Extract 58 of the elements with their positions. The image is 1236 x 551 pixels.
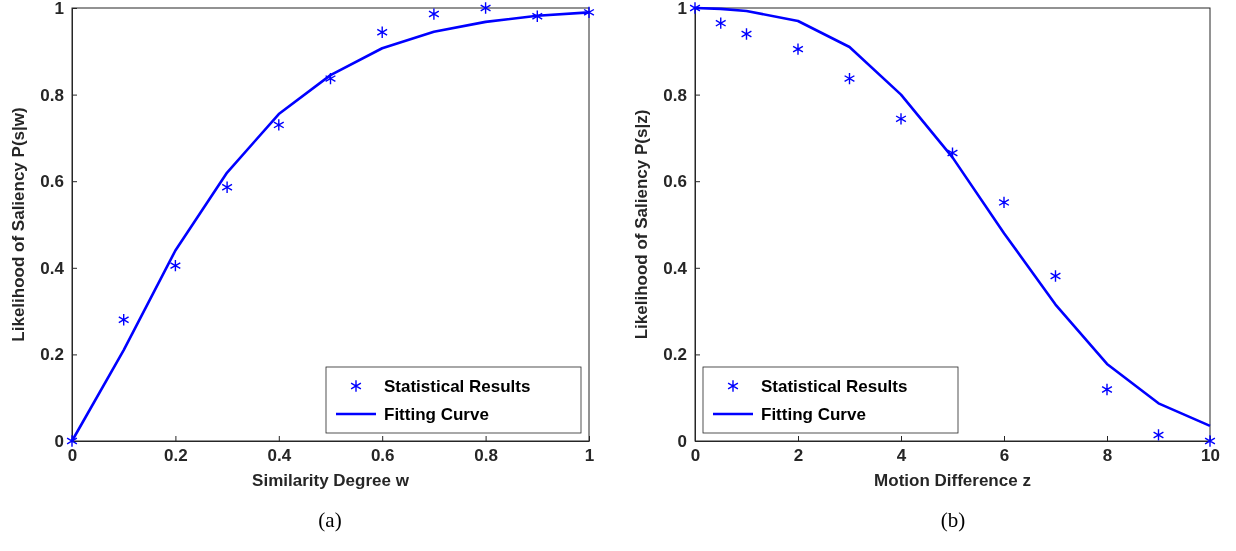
x-axis-title: Similarity Degree w <box>252 471 410 490</box>
x-tick-label: 0 <box>67 446 78 466</box>
point <box>118 313 130 327</box>
y-tick-label: 0.2 <box>40 345 64 365</box>
text: (b) <box>940 508 966 532</box>
point <box>740 27 753 41</box>
x-tick-label: 10 <box>1201 446 1220 466</box>
y-tick-label: 0.6 <box>663 172 687 192</box>
x-tick-label: 0.2 <box>164 446 188 466</box>
line-series <box>70 11 591 443</box>
point <box>792 42 804 56</box>
x-tick-label: 0.6 <box>370 446 395 466</box>
point <box>376 25 388 39</box>
x-tick-label: 6 <box>999 446 1010 466</box>
point <box>324 72 337 85</box>
y-tick-label: 1 <box>54 0 64 18</box>
point <box>895 112 907 126</box>
y-tick-label: 0.8 <box>663 85 687 105</box>
point <box>428 7 440 21</box>
point <box>1049 269 1062 283</box>
text: (a) <box>318 508 342 532</box>
y-tick-label: 0.8 <box>40 85 64 105</box>
point <box>66 434 78 448</box>
point <box>583 5 595 19</box>
x-tick-label: 0.4 <box>267 446 292 466</box>
legend-label: Fitting Curve <box>384 405 489 424</box>
y-tick-label: 1 <box>677 0 687 18</box>
point <box>689 1 701 15</box>
legend-label: Statistical Results <box>384 377 531 396</box>
y-axis-title: Likelihood of Saliency P(s|z) <box>632 109 651 340</box>
y-tick-label: 0.4 <box>663 258 688 278</box>
point <box>843 72 856 85</box>
line-series <box>693 6 1212 428</box>
point <box>221 180 233 194</box>
y-tick-label: 0.6 <box>40 172 64 192</box>
point <box>480 1 492 15</box>
y-tick-label: 0 <box>54 431 64 451</box>
x-tick-label: 2 <box>793 446 804 466</box>
y-tick-label: 0.2 <box>663 345 687 365</box>
point <box>273 118 285 132</box>
y-tick-label: 0.4 <box>40 258 65 278</box>
legend-label: Fitting Curve <box>761 405 866 424</box>
y-tick-label: 0 <box>677 431 687 451</box>
x-tick-label: 1 <box>584 446 595 466</box>
legend-label: Statistical Results <box>761 377 908 396</box>
x-tick-label: 8 <box>1102 446 1113 466</box>
x-tick-label: 0.8 <box>474 446 498 466</box>
point <box>1204 434 1216 448</box>
point <box>998 196 1010 209</box>
y-axis-title: Likelihood of Saliency P(s|w) <box>9 107 28 342</box>
x-tick-label: 0 <box>690 446 701 466</box>
point <box>169 259 181 272</box>
x-axis-title: Motion Difference z <box>874 471 1031 490</box>
point <box>1101 383 1113 396</box>
point <box>531 9 543 23</box>
x-tick-label: 4 <box>896 446 907 466</box>
point <box>715 16 727 30</box>
point <box>1152 428 1165 442</box>
